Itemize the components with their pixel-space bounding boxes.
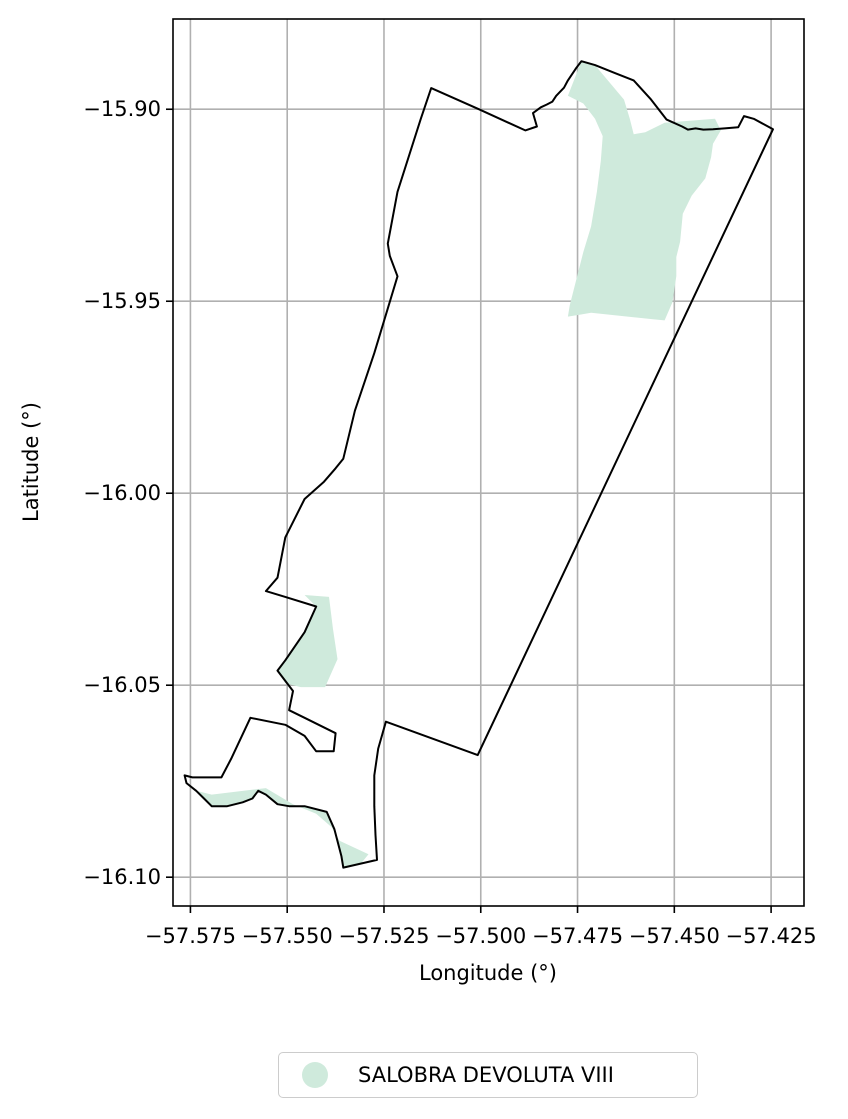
boundary-outline	[183, 60, 774, 869]
x-tick-label: −57.550	[242, 924, 333, 948]
area-polygon	[196, 788, 369, 868]
y-axis-ticks: −15.90 −15.95 −16.00 −16.05 −16.10	[83, 97, 173, 889]
x-axis-ticks: −57.575 −57.550 −57.525 −57.500 −57.475 −57.4…	[145, 906, 817, 948]
legend-marker	[302, 1062, 328, 1088]
y-tick-label: −15.90	[83, 97, 161, 121]
plot-frame	[172, 18, 805, 907]
x-tick-label: −57.500	[435, 924, 526, 948]
boundary-polygon	[183, 60, 774, 869]
salobra-devoluta-viii-areas	[196, 61, 721, 868]
x-tick-label: −57.450	[629, 924, 720, 948]
x-tick-label: −57.575	[145, 924, 236, 948]
y-tick-label: −16.10	[83, 865, 161, 889]
legend-label: SALOBRA DEVOLUTA VIII	[358, 1063, 614, 1087]
x-axis-title: Longitude (°)	[419, 961, 557, 985]
x-tick-label: −57.425	[726, 924, 817, 948]
y-tick-label: −15.95	[83, 289, 161, 313]
legend: SALOBRA DEVOLUTA VIII	[278, 1052, 698, 1098]
area-polygon	[567, 61, 721, 321]
x-tick-label: −57.475	[532, 924, 623, 948]
y-tick-label: −16.00	[83, 481, 161, 505]
x-tick-label: −57.525	[338, 924, 429, 948]
y-axis-title: Latitude (°)	[19, 402, 43, 522]
y-tick-label: −16.05	[83, 673, 161, 697]
area-polygon	[277, 595, 338, 688]
